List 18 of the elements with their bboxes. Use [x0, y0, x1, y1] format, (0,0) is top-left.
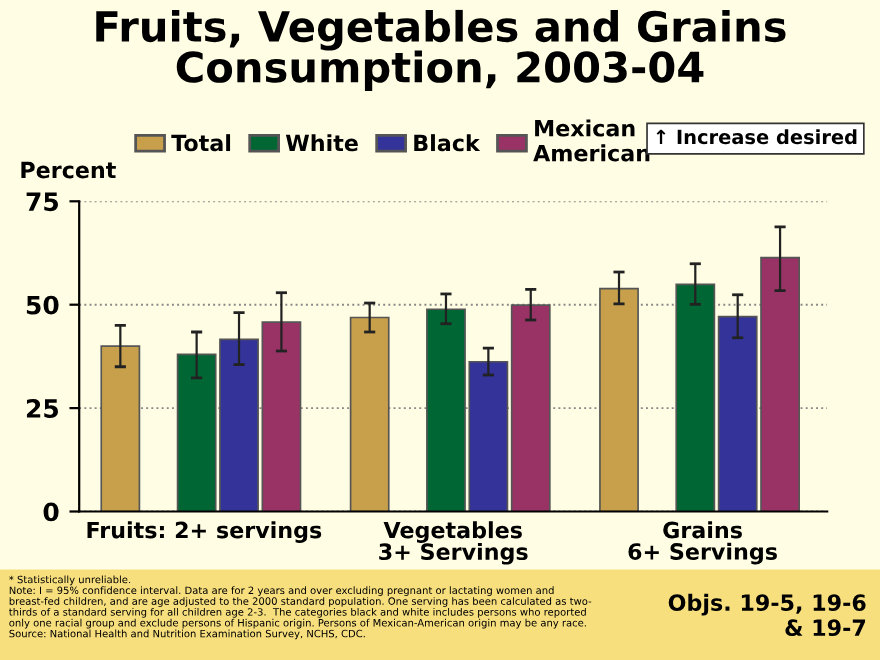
y-axis-title: Percent: [21, 161, 116, 179]
bar: [100, 345, 141, 512]
x-tick-label: Vegetables 3+ Servings: [379, 521, 528, 565]
y-tick-label: 50: [26, 295, 59, 315]
legend-label: Total: [171, 134, 231, 152]
x-tick-label: Fruits: 2+ servings: [87, 521, 322, 543]
text: Objs. 19-5, 19-6 & 19-7: [668, 593, 866, 637]
chart-title: Fruits, Vegetables and Grains Consumption, 2003-04: [96, 9, 786, 91]
y-tick-label: 25: [26, 399, 59, 418]
bar: [349, 316, 390, 512]
bar: [599, 287, 639, 512]
legend-label: White: [285, 134, 358, 152]
y-tick-label: 75: [26, 192, 59, 212]
x-tick-label: Grains 6+ Servings: [628, 521, 777, 565]
legend-label: Mexican American: [533, 119, 650, 162]
y-tick-label: 0: [43, 502, 59, 522]
text: ↑ Increase desired: [656, 129, 857, 145]
legend-label: Black: [414, 134, 481, 152]
